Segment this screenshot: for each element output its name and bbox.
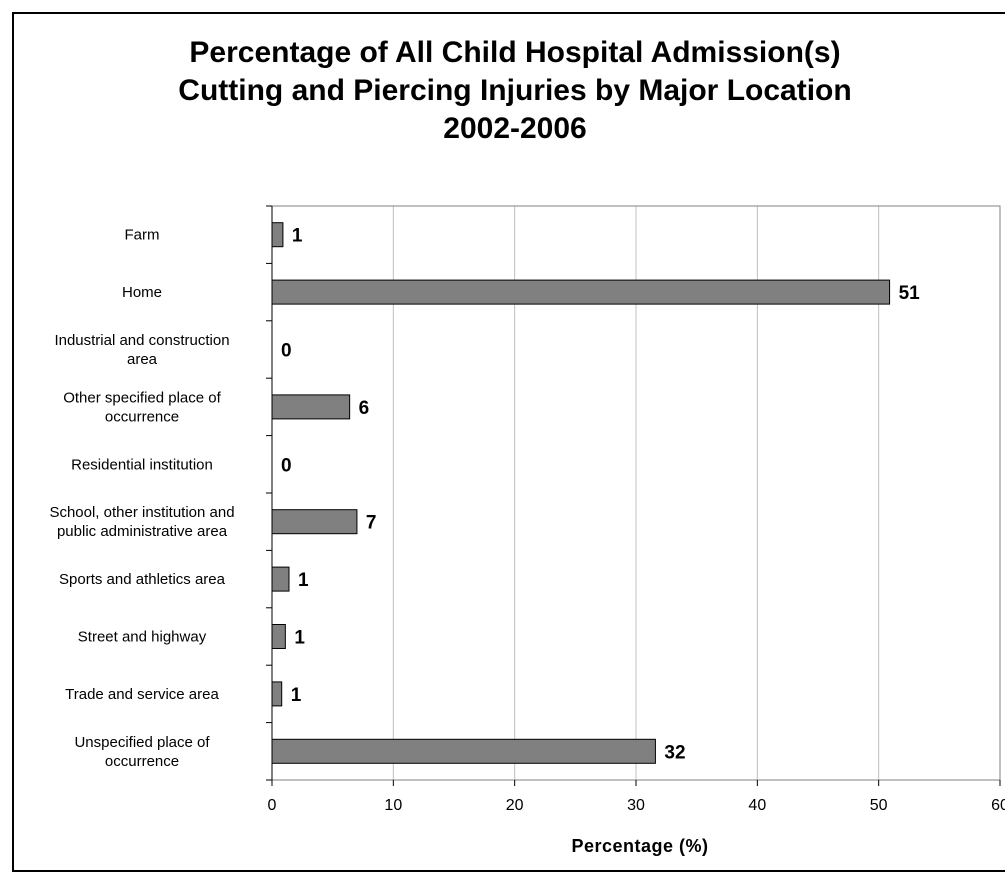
category-label-line: occurrence	[105, 408, 179, 425]
chart-title: Percentage of All Child Hospital Admissi…	[0, 34, 1005, 148]
category-label: Street and highway	[78, 629, 207, 646]
x-tick-label: 0	[268, 797, 277, 814]
category-label: Industrial and construction area	[54, 332, 229, 368]
category-label-line: area	[127, 351, 158, 368]
category-label-line: School, other institution and	[49, 504, 234, 521]
x-tick-label: 60	[991, 797, 1005, 814]
category-label: Other specified place of occurrence	[63, 389, 221, 425]
bar	[271, 566, 290, 592]
category-label-line: Home	[122, 284, 162, 301]
chart-title-line-2: Cutting and Piercing Injuries by Major L…	[178, 74, 852, 107]
category-label-line: Trade and service area	[65, 686, 219, 703]
category-label: Sports and athletics area	[59, 571, 226, 588]
data-label: 1	[294, 628, 305, 649]
x-axis-ticks: 0 10 20 30 40 50 60	[266, 205, 1005, 814]
x-tick-label: 40	[748, 797, 766, 814]
data-label: 0	[281, 341, 292, 362]
x-tick-label: 50	[870, 797, 888, 814]
category-label-line: public administrative area	[57, 523, 228, 540]
x-tick-label: 20	[506, 797, 524, 814]
data-label: 0	[281, 455, 292, 476]
bar	[271, 222, 284, 248]
category-label: Farm	[125, 227, 160, 244]
bar	[271, 509, 358, 535]
bar	[271, 394, 351, 420]
x-tick-label: 30	[627, 797, 645, 814]
category-label: Trade and service area	[65, 686, 219, 703]
data-label: 6	[359, 398, 370, 419]
category-label: School, other institution and public admi…	[49, 504, 234, 540]
category-label-line: Industrial and construction	[54, 332, 229, 349]
category-label-line: Unspecified place of	[74, 734, 210, 751]
category-label: Residential institution	[71, 456, 213, 473]
category-label-line: occurrence	[105, 753, 179, 770]
x-tick-label: 10	[384, 797, 402, 814]
category-label: Home	[122, 284, 162, 301]
data-label: 7	[366, 513, 377, 534]
bars	[271, 222, 891, 764]
data-labels: 1 51 0 6 0 7 1 1 1 32	[281, 226, 920, 764]
chart-title-line-1: Percentage of All Child Hospital Admissi…	[189, 36, 841, 69]
data-label: 1	[298, 570, 309, 591]
bar	[271, 681, 283, 707]
category-label-line: Street and highway	[78, 629, 207, 646]
bar	[271, 279, 891, 305]
category-label: Unspecified place of occurrence	[74, 734, 210, 770]
x-axis-label: Percentage (%)	[571, 836, 708, 856]
bar	[271, 624, 286, 649]
data-label: 1	[292, 226, 303, 247]
bar	[271, 738, 656, 764]
category-label-line: Farm	[125, 227, 160, 244]
chart-title-line-3: 2002-2006	[443, 112, 587, 145]
data-label: 1	[291, 685, 302, 706]
data-label: 51	[899, 283, 921, 304]
category-label-line: Other specified place of	[63, 389, 221, 406]
category-label-line: Sports and athletics area	[59, 571, 226, 588]
category-label-line: Residential institution	[71, 456, 213, 473]
data-label: 32	[664, 742, 685, 763]
category-labels: Farm Home Industrial and construction area O…	[49, 227, 234, 770]
chart-frame	[12, 12, 1005, 872]
